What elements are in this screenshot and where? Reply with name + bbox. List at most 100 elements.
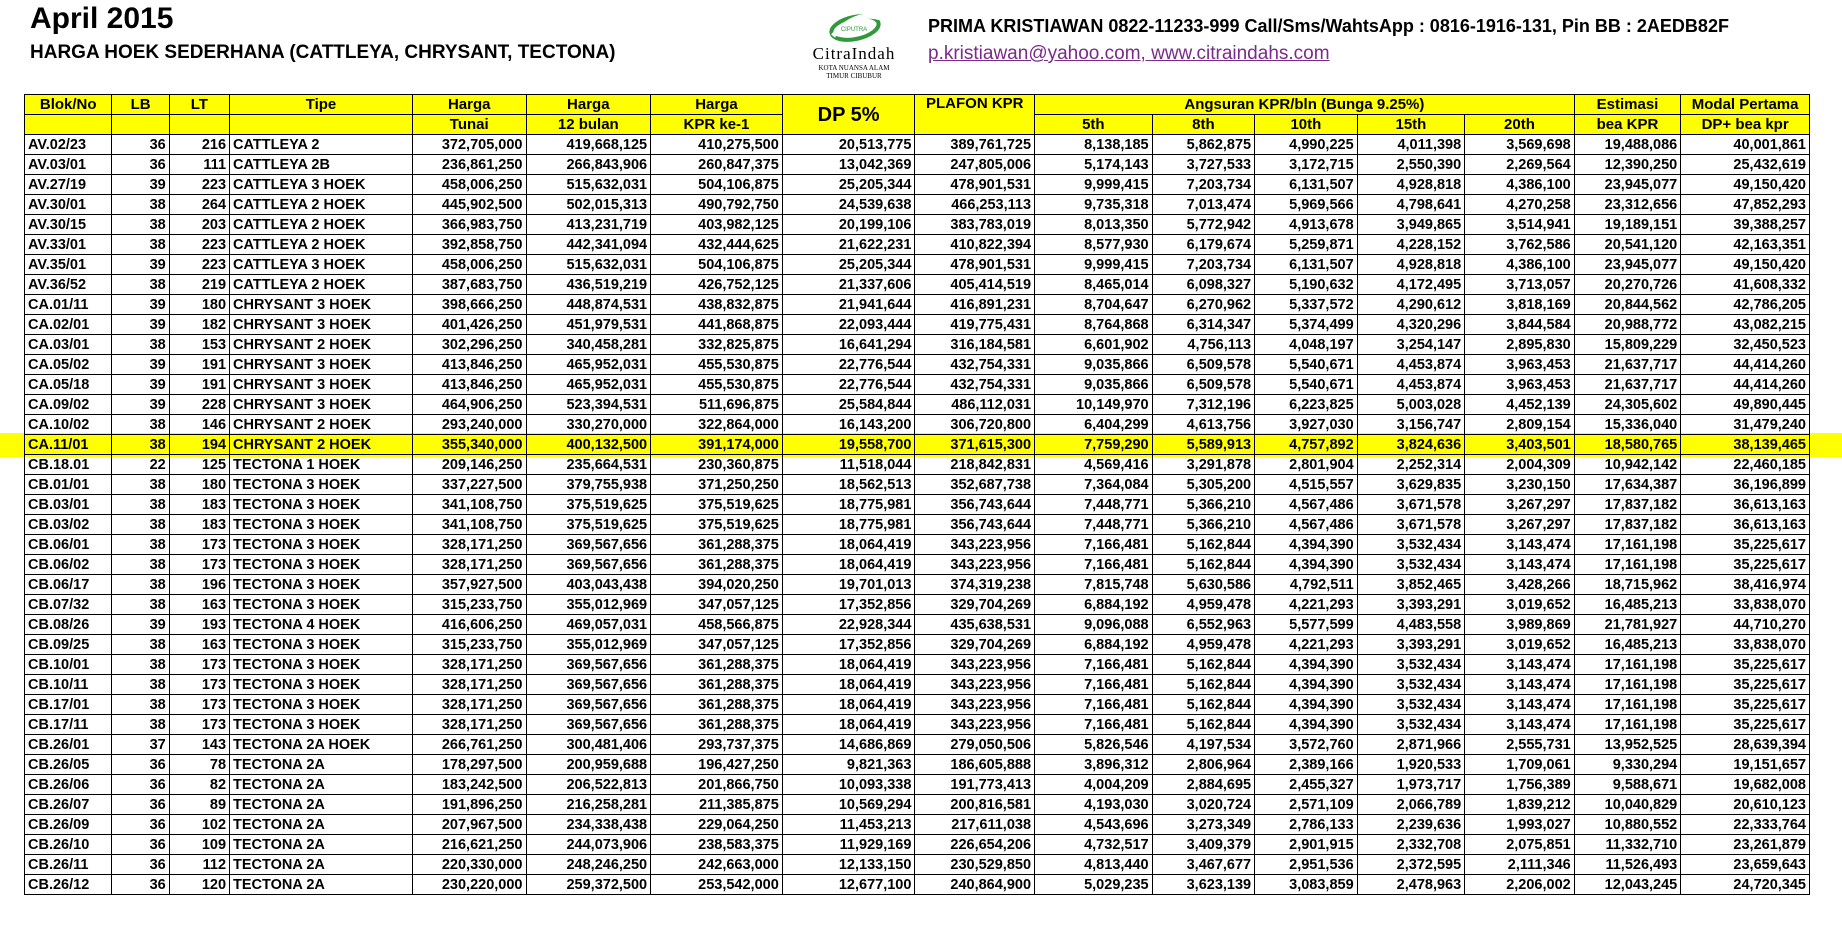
table-row: CB.26/10 36 109 TECTONA 2A 216,621,250 244,07…: [23, 834, 1810, 855]
cell-angsuran-5th: 6,884,192: [1034, 594, 1153, 615]
cell-plafon-kpr: 352,687,738: [914, 474, 1036, 495]
cell-harga-tunai: 328,171,250: [411, 654, 527, 675]
cell-angsuran-10th: 4,990,225: [1254, 134, 1358, 155]
cell-angsuran-8th: 6,509,578: [1151, 374, 1256, 395]
cell-blok: CB.08/26: [23, 614, 113, 635]
cell-harga-12-bulan: 369,567,656: [525, 694, 652, 715]
cell-estimasi-bea-kpr: 17,837,182: [1573, 494, 1682, 515]
cell-harga-tunai: 178,297,500: [411, 754, 527, 775]
cell-angsuran-10th: 2,571,109: [1254, 794, 1358, 815]
cell-lb: 38: [111, 674, 170, 695]
cell-modal-pertama: 41,608,332: [1680, 274, 1810, 295]
cell-angsuran-15th: 2,372,595: [1356, 854, 1466, 875]
cell-lb: 36: [111, 154, 170, 175]
cell-angsuran-10th: 5,337,572: [1254, 294, 1358, 315]
cell-angsuran-20th: 3,963,453: [1464, 374, 1575, 395]
cell-lb: 36: [111, 874, 170, 895]
cell-harga-kpr: 426,752,125: [650, 274, 783, 295]
cell-angsuran-15th: 3,532,434: [1356, 534, 1466, 555]
cell-harga-tunai: 293,240,000: [411, 414, 527, 435]
cell-modal-pertama: 38,139,465: [1680, 434, 1810, 455]
cell-angsuran-10th: 4,913,678: [1254, 214, 1358, 235]
cell-harga-12-bulan: 375,519,625: [525, 494, 652, 515]
cell-harga-kpr: 375,519,625: [650, 494, 783, 515]
cell-lt: 216: [168, 134, 231, 155]
cell-lb: 38: [111, 194, 170, 215]
table-row: CB.06/02 38 173 TECTONA 3 HOEK 328,171,250 36…: [23, 554, 1810, 575]
cell-lt: 163: [168, 594, 231, 615]
cell-lb: 38: [111, 554, 170, 575]
cell-angsuran-15th: 4,320,296: [1356, 314, 1466, 335]
cell-angsuran-5th: 7,166,481: [1034, 674, 1153, 695]
header-5th: 5th: [1034, 114, 1153, 135]
cell-dp: 20,513,775: [781, 134, 916, 155]
cell-lt: 180: [168, 294, 231, 315]
cell-blok: CA.01/11: [23, 294, 113, 315]
cell-lt: 78: [168, 754, 231, 775]
cell-angsuran-5th: 9,035,866: [1034, 374, 1153, 395]
cell-modal-pertama: 31,479,240: [1680, 414, 1810, 435]
cell-lt: 120: [168, 874, 231, 895]
cell-angsuran-8th: 5,630,586: [1151, 574, 1256, 595]
cell-angsuran-20th: 3,143,474: [1464, 694, 1575, 715]
cell-harga-12-bulan: 515,632,031: [525, 254, 652, 275]
cell-lt: 112: [168, 854, 231, 875]
cell-angsuran-20th: 3,143,474: [1464, 554, 1575, 575]
cell-lb: 38: [111, 634, 170, 655]
cell-plafon-kpr: 316,184,581: [914, 334, 1036, 355]
cell-lb: 36: [111, 754, 170, 775]
cell-lb: 38: [111, 534, 170, 555]
cell-plafon-kpr: 435,638,531: [914, 614, 1036, 635]
cell-angsuran-15th: 3,852,465: [1356, 574, 1466, 595]
header-dp: DP 5%: [781, 94, 916, 135]
cell-angsuran-10th: 4,394,390: [1254, 534, 1358, 555]
cell-angsuran-20th: 3,143,474: [1464, 714, 1575, 735]
cell-angsuran-20th: 4,270,258: [1464, 194, 1575, 215]
cell-plafon-kpr: 371,615,300: [914, 434, 1036, 455]
cell-harga-kpr: 391,174,000: [650, 434, 783, 455]
cell-tipe: TECTONA 2A: [229, 874, 413, 895]
cell-harga-tunai: 328,171,250: [411, 554, 527, 575]
cell-angsuran-5th: 4,193,030: [1034, 794, 1153, 815]
cell-estimasi-bea-kpr: 23,945,077: [1573, 254, 1682, 275]
cell-angsuran-5th: 6,601,902: [1034, 334, 1153, 355]
cell-angsuran-15th: 4,172,495: [1356, 274, 1466, 295]
cell-angsuran-5th: 7,759,290: [1034, 434, 1153, 455]
website-link[interactable]: www.citraindahs.com: [1151, 43, 1330, 64]
cell-angsuran-8th: 6,179,674: [1151, 234, 1256, 255]
cell-angsuran-10th: 4,567,486: [1254, 514, 1358, 535]
cell-lt: 194: [168, 434, 231, 455]
cell-lb: 38: [111, 654, 170, 675]
cell-angsuran-15th: 2,239,636: [1356, 814, 1466, 835]
cell-tipe: TECTONA 3 HOEK: [229, 474, 413, 495]
cell-angsuran-15th: 3,532,434: [1356, 674, 1466, 695]
cell-angsuran-8th: 5,862,875: [1151, 134, 1256, 155]
cell-lb: 38: [111, 214, 170, 235]
cell-dp: 10,093,338: [781, 774, 916, 795]
page-subtitle: HARGA HOEK SEDERHANA (CATTLEYA, CHRYSANT…: [30, 42, 616, 63]
cell-angsuran-20th: 2,206,002: [1464, 874, 1575, 895]
cell-lb: 39: [111, 354, 170, 375]
table-row: AV.30/01 38 264 CATTLEYA 2 HOEK 445,902,500 5…: [23, 194, 1810, 215]
cell-modal-pertama: 35,225,617: [1680, 694, 1810, 715]
cell-blok: CA.02/01: [23, 314, 113, 335]
cell-lb: 39: [111, 374, 170, 395]
cell-angsuran-8th: 5,162,844: [1151, 554, 1256, 575]
cell-lt: 143: [168, 734, 231, 755]
cell-angsuran-5th: 3,896,312: [1034, 754, 1153, 775]
email-link[interactable]: p.kristiawan@yahoo.com: [928, 43, 1141, 64]
cell-harga-tunai: 302,296,250: [411, 334, 527, 355]
cell-tipe: TECTONA 2A: [229, 814, 413, 835]
cell-angsuran-10th: 5,374,499: [1254, 314, 1358, 335]
link-separator: ,: [1140, 43, 1152, 64]
cell-harga-12-bulan: 340,458,281: [525, 334, 652, 355]
citraindah-logo: CIPUTRA CitraIndah KOTA NUANSA ALAM TIMU…: [794, 6, 914, 90]
cell-angsuran-8th: 6,314,347: [1151, 314, 1256, 335]
cell-dp: 9,821,363: [781, 754, 916, 775]
cell-angsuran-10th: 4,048,197: [1254, 334, 1358, 355]
header-12-bulan: 12 bulan: [525, 114, 652, 135]
cell-harga-tunai: 337,227,500: [411, 474, 527, 495]
cell-dp: 22,093,444: [781, 314, 916, 335]
cell-angsuran-15th: 2,252,314: [1356, 454, 1466, 475]
cell-tipe: TECTONA 3 HOEK: [229, 714, 413, 735]
